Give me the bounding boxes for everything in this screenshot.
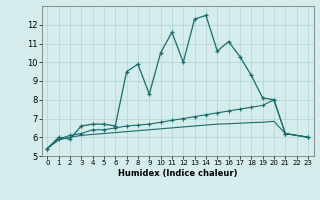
X-axis label: Humidex (Indice chaleur): Humidex (Indice chaleur) [118, 169, 237, 178]
